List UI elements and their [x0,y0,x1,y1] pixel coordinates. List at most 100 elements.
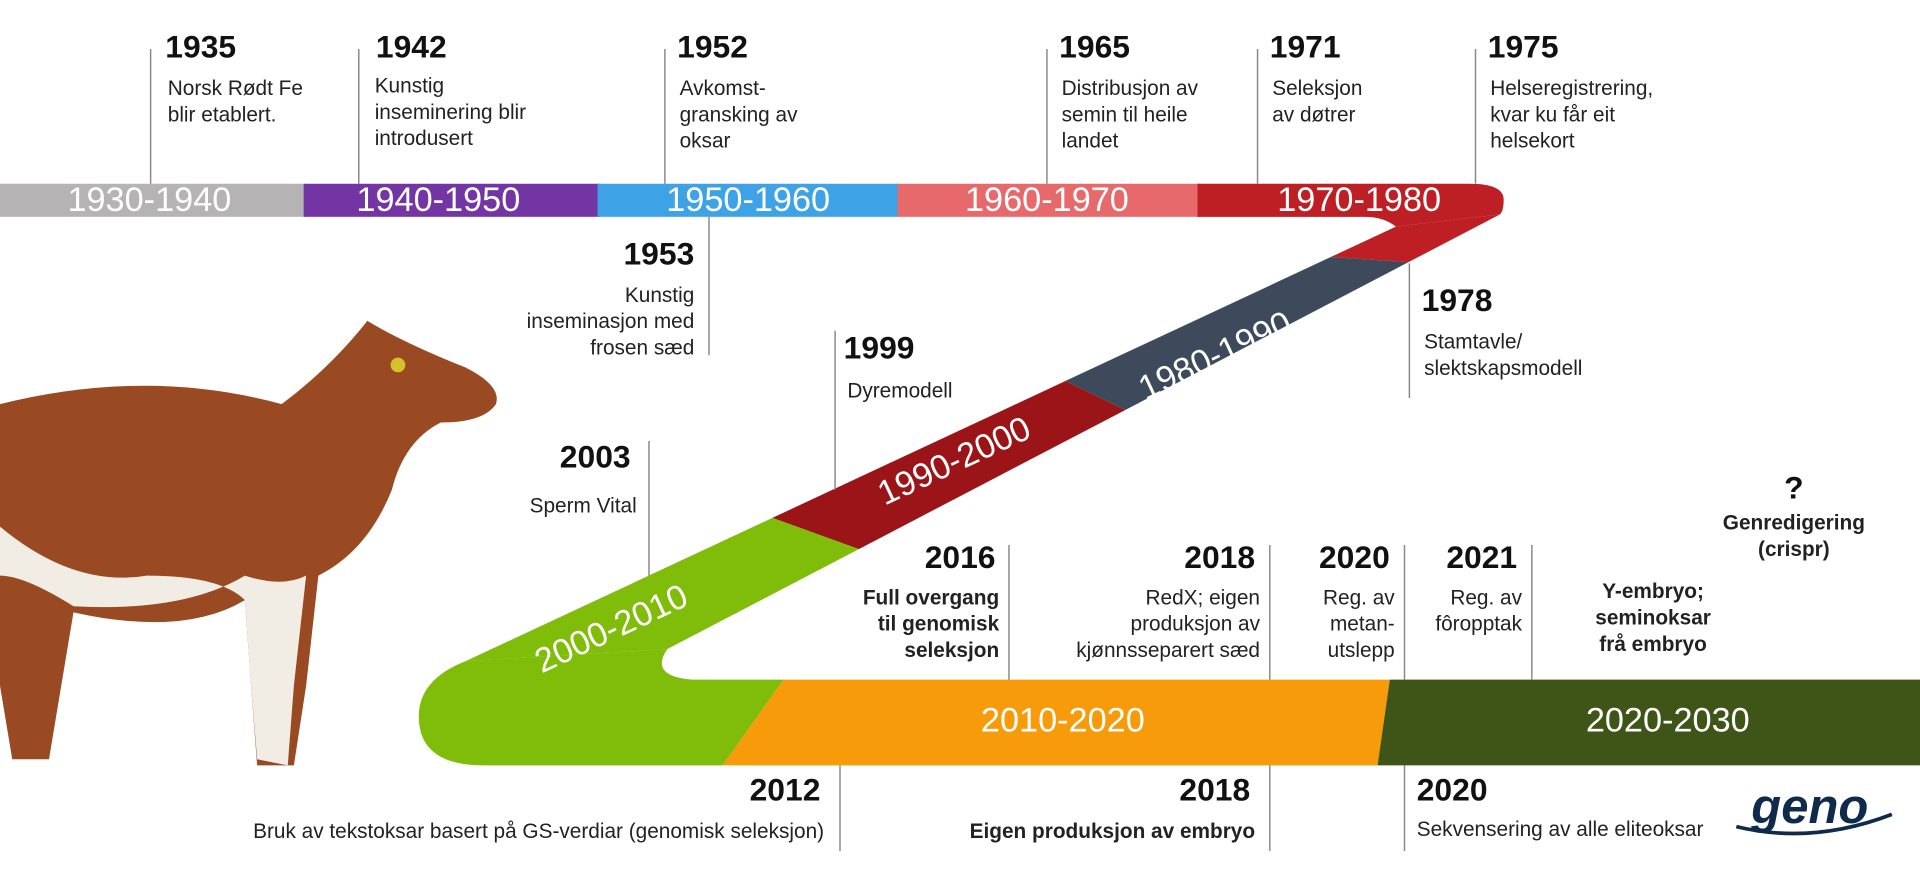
band-segment [0,183,307,217]
band-segment [1197,183,1504,227]
event-year: 1942 [376,28,447,64]
event-text: Y-embryo; [1602,580,1704,603]
event-text: Reg. av [1450,586,1522,609]
event-year: 1965 [1059,28,1130,64]
event-year: 2020 [1319,539,1390,575]
period-label: 1960-1970 [965,181,1129,219]
band-segment [1377,679,1920,766]
event-year: 2016 [925,539,996,575]
band-segment [1065,257,1409,410]
event-text: seminoksar [1595,607,1711,630]
band-segment [722,679,1390,766]
bands [0,183,1920,766]
event-text: semin til heile [1062,103,1188,126]
event: 2018 RedX; eigen produksjon av kjønnssepare… [1076,539,1271,680]
event-text: Sperm Vital [530,495,637,518]
period-label: 1950-1960 [666,181,830,219]
band-segment [897,183,1200,217]
event-year: 2003 [560,439,631,475]
period-label: 1970-1980 [1277,181,1441,219]
event: 1942 Kunstig inseminering blir introdusert [358,28,526,184]
event: 1971 Seleksjon av døtrer [1256,28,1362,184]
event-text: utslepp [1328,639,1395,662]
event-year: 1975 [1488,28,1559,64]
event-text: Bruk av tekstoksar basert på GS-verdiar … [253,820,824,843]
event-text: kjønnsseparert sæd [1076,639,1260,662]
event: 1965 Distribusjon av semin til heile landet [1046,28,1199,184]
event-text: inseminering blir [375,101,526,124]
event: 2016 Full overgang til genomisk seleksjon [863,539,1010,680]
event: ? Genredigering (crispr) [1723,469,1865,561]
event-year: 1952 [677,28,748,64]
event-text: RedX; eigen [1146,586,1260,609]
event: 2003 Sperm Vital [530,439,650,576]
event-text: Norsk Rødt Fe [168,77,303,100]
band-segment [1330,214,1500,263]
event-text: Eigen produksjon av embryo [970,820,1255,843]
event-text: Kunstig [375,75,444,98]
event-text: fôropptak [1435,613,1522,636]
event-text: Reg. av [1323,586,1395,609]
band-segment [772,380,1126,550]
band-segment [465,517,859,662]
event-year: 1978 [1422,282,1493,318]
event: 1978 Stamtavle/slektskapsmodell [1408,263,1582,399]
event-text: introdusert [375,127,473,150]
event-text: oksar [680,130,731,153]
event: 2020 Reg. av metan-utslepp [1319,539,1406,680]
event: Y-embryo; seminoksar frå embryo [1595,580,1711,656]
event-text: til genomisk [878,613,1000,636]
period-label: 2010-2020 [981,702,1145,740]
event-text: Genredigering [1723,512,1865,535]
event-text: kvar ku får eit [1490,103,1615,126]
event-text: landet [1062,130,1119,153]
event-text: frå embryo [1599,633,1707,656]
event: 2021 Reg. av fôropptak [1435,539,1533,680]
event-text: blir etablert. [168,103,277,126]
event-year: 1971 [1270,28,1341,64]
event-year: 2018 [1179,772,1250,808]
event-text: Kunstig [625,284,694,307]
band-segment [418,649,784,766]
cow [0,320,497,766]
event-year: 1999 [844,330,915,366]
event: 2018 Eigen produksjon av embryo [970,765,1271,852]
event-text: (crispr) [1758,538,1830,561]
period-label: 1940-1950 [356,181,520,219]
event: 2012 Bruk av tekstoksar basert på GS-verd… [253,765,841,852]
event-text: produksjon av [1131,613,1261,636]
event-text: Avkomst- [680,77,766,100]
event-text: av døtrer [1272,103,1355,126]
event: 1953 Kunstig inseminasjon med frosen sæd [527,216,710,360]
band-segment [303,183,600,217]
event-text: seleksjon [904,639,999,662]
event-year: 1953 [623,235,694,271]
event-text: slektskapsmodell [1424,357,1582,380]
event-text: Helseregistrering, [1490,77,1653,100]
event-year: 1935 [165,28,236,64]
event-text: Full overgang [863,586,999,609]
event-text: inseminasjon med [527,310,695,333]
period-label: 2020-2030 [1586,702,1750,740]
event-text: Distribusjon av [1062,77,1199,100]
event-year: 2012 [750,772,821,808]
event-text: metan- [1330,613,1395,636]
event-text: Sekvensering av alle eliteoksar [1417,818,1704,841]
event-text: gransking av [680,103,799,126]
event: 1935 Norsk Rødt Fe blir etablert. [149,28,303,184]
event: 1952 Avkomst-gransking av oksar [664,28,799,184]
period-label: 1930-1940 [67,181,231,219]
event-year: 2018 [1184,539,1255,575]
event: 1975 Helseregistrering, kvar ku får eit hel… [1474,28,1653,184]
event-year: 2021 [1446,539,1517,575]
event-text: Dyremodell [847,379,952,402]
event-year: 2020 [1417,772,1488,808]
event: 1999 Dyremodell [834,330,953,490]
band-segment [597,183,900,217]
logo-text: geno [1750,780,1868,834]
logo: geno [1735,780,1893,836]
event-text: frosen sæd [590,337,694,360]
event-text: Stamtavle/ [1424,330,1522,353]
